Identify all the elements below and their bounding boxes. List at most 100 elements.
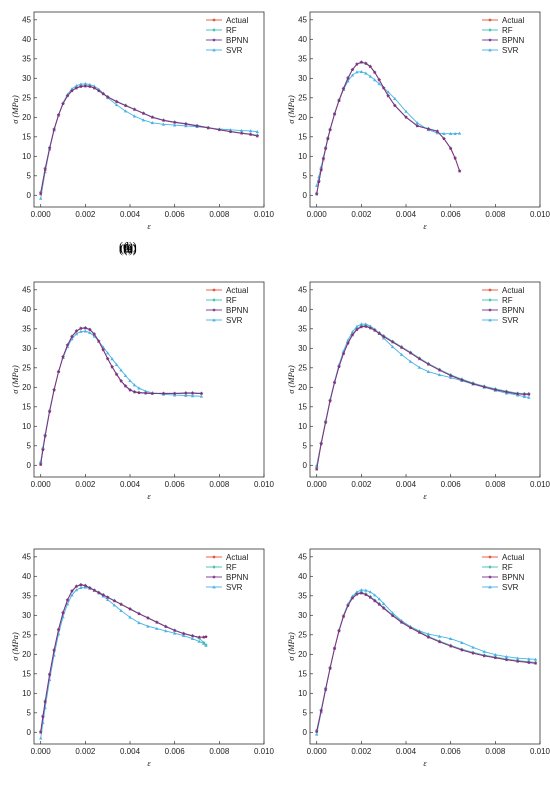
data-point xyxy=(105,595,110,599)
data-point xyxy=(114,362,119,367)
data-point xyxy=(417,630,422,635)
x-axis-label: ε xyxy=(147,758,151,768)
data-point xyxy=(363,592,368,597)
y-tick-label: 45 xyxy=(22,16,31,25)
data-point xyxy=(74,332,79,336)
y-tick-label: 35 xyxy=(22,55,31,64)
y-tick-label: 25 xyxy=(22,364,31,373)
y-tick-label: 15 xyxy=(22,403,31,412)
x-tick-label: 0.008 xyxy=(209,480,230,489)
data-point xyxy=(377,331,382,336)
data-point xyxy=(533,661,538,665)
data-point xyxy=(328,127,332,132)
data-point xyxy=(123,103,128,108)
y-tick-label: 10 xyxy=(298,689,307,698)
data-point xyxy=(61,101,65,106)
data-point xyxy=(52,648,56,653)
data-point xyxy=(493,652,498,657)
x-tick-label: 0.010 xyxy=(254,480,275,489)
data-point xyxy=(448,373,453,378)
x-axis-label: ε xyxy=(423,221,427,231)
legend-label: BPNN xyxy=(502,573,524,582)
x-tick-label: 0.008 xyxy=(209,210,230,219)
data-point xyxy=(38,191,43,195)
y-tick-label: 40 xyxy=(298,305,307,314)
data-point xyxy=(83,84,88,88)
data-point xyxy=(381,336,386,340)
data-point xyxy=(453,131,457,136)
data-point xyxy=(323,687,328,692)
legend-marker xyxy=(488,18,492,22)
data-point xyxy=(141,118,146,122)
series-line xyxy=(40,85,258,195)
data-point xyxy=(137,390,141,395)
x-tick-label: 0.006 xyxy=(441,210,462,219)
data-point xyxy=(346,79,350,83)
data-point xyxy=(38,730,43,734)
y-tick-label: 45 xyxy=(298,286,307,295)
data-point xyxy=(47,672,52,677)
y-tick-label: 30 xyxy=(298,74,307,83)
data-point xyxy=(325,136,330,141)
data-point xyxy=(183,391,188,395)
y-tick-label: 5 xyxy=(303,172,308,181)
data-point xyxy=(332,112,337,116)
data-point xyxy=(459,648,464,652)
series-line xyxy=(316,592,536,732)
legend-label: Actual xyxy=(226,553,248,562)
data-point xyxy=(377,82,381,86)
data-point xyxy=(114,372,119,377)
data-point xyxy=(128,378,132,383)
data-point xyxy=(386,90,390,94)
data-point xyxy=(87,84,92,89)
data-point xyxy=(96,590,101,595)
plot-frame xyxy=(309,11,541,208)
data-point xyxy=(504,657,509,662)
data-point xyxy=(128,607,132,611)
y-tick-label: 40 xyxy=(298,572,307,581)
data-point xyxy=(43,434,48,438)
data-point xyxy=(355,590,359,594)
data-point xyxy=(471,651,475,655)
data-point xyxy=(415,123,420,128)
y-tick-label: 40 xyxy=(22,35,31,44)
y-tick-label: 15 xyxy=(22,133,31,142)
data-point xyxy=(381,601,386,605)
data-point xyxy=(359,588,364,592)
data-point xyxy=(381,334,386,339)
data-point xyxy=(386,93,391,98)
panel-e: 0 5 10 15 20 25 30 35 40 45 0.000 0.002 0.004 0.006 0.… xyxy=(10,241,275,768)
series-line xyxy=(316,326,529,470)
data-point xyxy=(56,627,61,632)
x-tick-label: 0.000 xyxy=(307,210,328,219)
data-point xyxy=(408,359,413,363)
y-tick-label: 10 xyxy=(22,152,31,161)
data-point xyxy=(426,632,431,636)
data-point xyxy=(119,379,123,383)
data-point xyxy=(328,398,332,403)
data-point xyxy=(435,131,439,135)
legend-marker xyxy=(212,298,216,302)
series-rf xyxy=(38,84,260,194)
data-point xyxy=(317,179,321,184)
data-point xyxy=(92,84,96,88)
data-point xyxy=(119,608,123,612)
legend-label: RF xyxy=(502,296,513,305)
x-tick-label: 0.000 xyxy=(31,210,52,219)
y-tick-label: 15 xyxy=(298,670,307,679)
panel-b: 0 5 10 15 20 25 30 35 40 45 0.000 0.002 0.004 0.006 0.… xyxy=(119,11,550,256)
data-point xyxy=(526,392,531,396)
data-point xyxy=(132,389,137,394)
data-point xyxy=(143,391,148,395)
data-point xyxy=(161,391,166,396)
x-tick-label: 0.010 xyxy=(530,210,550,219)
data-point xyxy=(228,129,233,134)
data-point xyxy=(190,391,195,395)
x-tick-label: 0.008 xyxy=(485,747,506,756)
data-point xyxy=(155,626,159,630)
data-point xyxy=(355,324,359,328)
data-point xyxy=(504,389,509,394)
series-line xyxy=(316,591,536,731)
legend-label: RF xyxy=(226,563,237,572)
